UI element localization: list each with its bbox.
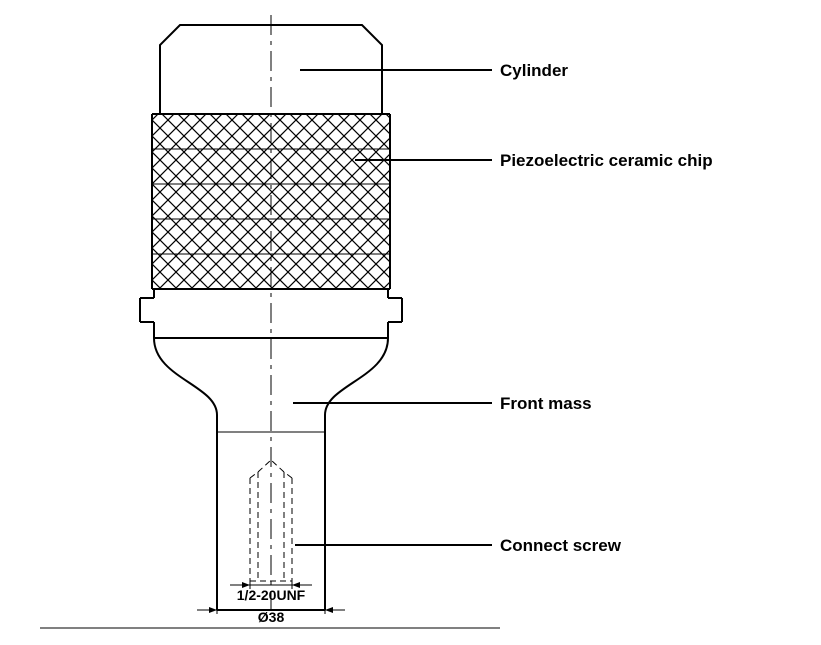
label-piezo: Piezoelectric ceramic chip [500,151,713,171]
svg-text:Ø38: Ø38 [258,609,285,625]
diagram-canvas: 1/2-20UNF Ø38 Cylinder Piezoelectric cera… [0,0,821,645]
svg-text:1/2-20UNF: 1/2-20UNF [237,587,306,603]
label-cylinder: Cylinder [500,61,568,81]
label-front-mass: Front mass [500,394,592,414]
technical-drawing-svg: 1/2-20UNF Ø38 [0,0,821,645]
label-connect-screw: Connect screw [500,536,621,556]
